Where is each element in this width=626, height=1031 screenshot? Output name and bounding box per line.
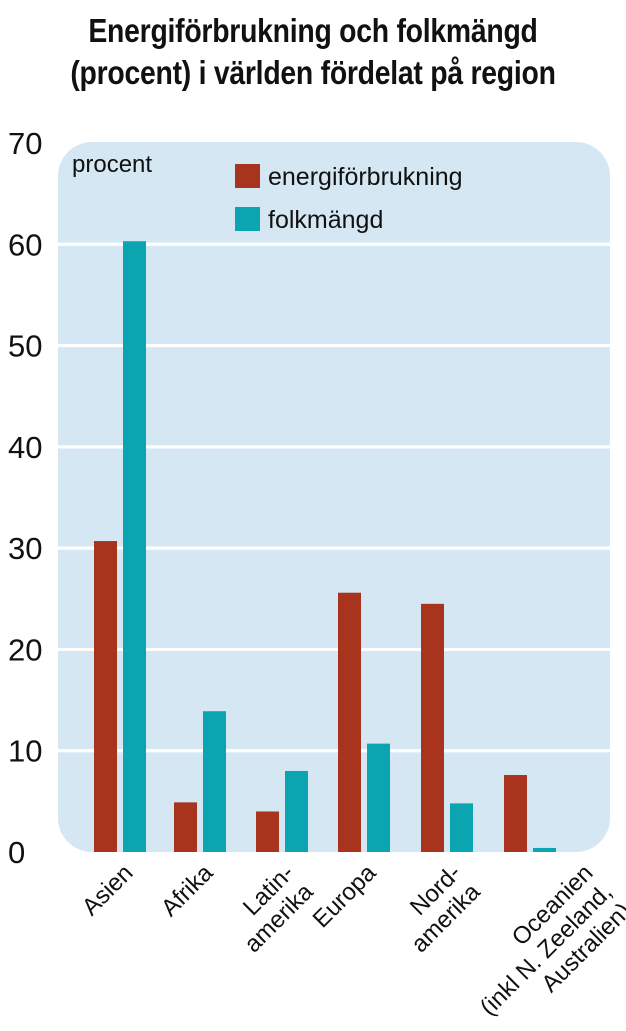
bar-energy-5 — [421, 603, 444, 852]
x-category-label-1: Asien — [77, 859, 139, 921]
x-category-label-line: Asien — [77, 859, 139, 921]
y-tick-label: 20 — [8, 632, 42, 667]
y-tick-label: 10 — [8, 734, 42, 769]
bar-population-5 — [450, 803, 473, 852]
legend-label-2: folkmängd — [268, 206, 383, 234]
legend-swatch-2 — [235, 207, 260, 231]
y-tick-label: 0 — [8, 835, 25, 870]
x-category-label-2: Afrika — [156, 859, 219, 922]
bar-population-6 — [533, 847, 556, 852]
chart-title-line-1: Energiförbrukning och folkmängd — [88, 12, 538, 49]
bar-population-3 — [285, 770, 308, 852]
y-axis-label: procent — [72, 151, 152, 178]
y-tick-label: 60 — [8, 227, 42, 262]
x-category-label-6: Oceanien(inkl N. Zeeland,Australien) — [475, 859, 626, 1021]
bar-energy-4 — [338, 592, 361, 852]
bar-energy-1 — [94, 541, 117, 852]
x-category-label-4: Europa — [308, 859, 382, 933]
y-tick-label: 30 — [8, 531, 42, 566]
bar-population-1 — [123, 241, 146, 853]
bar-population-2 — [203, 711, 226, 852]
plot-background — [58, 142, 610, 852]
legend-label-1: energiförbrukning — [268, 163, 463, 191]
x-category-label-3: Latin-amerika — [238, 859, 319, 958]
x-category-label-line: Europa — [308, 859, 382, 933]
bar-energy-6 — [504, 775, 527, 852]
y-tick-label: 50 — [8, 329, 42, 364]
y-tick-label: 70 — [8, 126, 42, 161]
bar-energy-3 — [256, 811, 279, 852]
bar-energy-2 — [174, 802, 197, 852]
bar-population-4 — [367, 743, 390, 852]
legend-swatch-1 — [235, 164, 260, 188]
y-tick-label: 40 — [8, 430, 42, 465]
x-category-label-line: Afrika — [156, 859, 219, 922]
chart-title-line-2: (procent) i världen fördelat på region — [70, 54, 556, 91]
x-category-label-5: Nord-amerika — [405, 859, 486, 958]
